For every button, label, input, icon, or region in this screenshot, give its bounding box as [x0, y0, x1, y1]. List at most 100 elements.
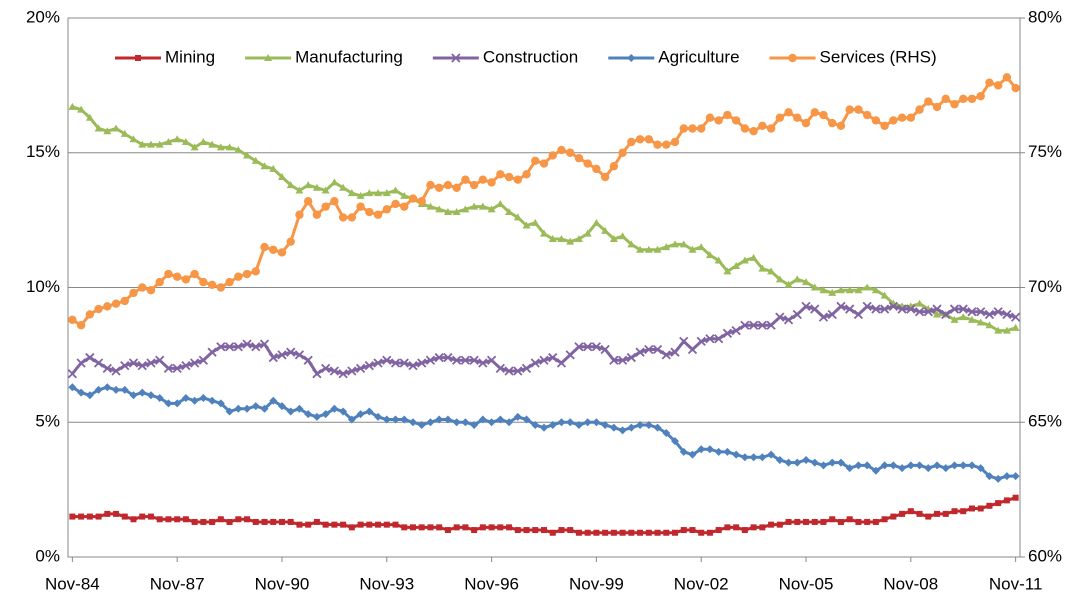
marker [522, 415, 531, 424]
marker [829, 516, 836, 523]
marker [531, 218, 540, 226]
marker [836, 121, 846, 130]
marker [120, 129, 129, 137]
marker [443, 415, 452, 424]
marker [488, 524, 495, 531]
marker [610, 529, 617, 536]
y-tick-label: 0% [35, 546, 60, 565]
marker [932, 304, 942, 314]
marker [355, 363, 366, 373]
marker [190, 143, 199, 151]
marker [766, 320, 776, 330]
marker [216, 342, 226, 352]
marker [479, 524, 486, 531]
marker [208, 396, 217, 405]
marker [828, 458, 837, 467]
marker [391, 415, 400, 424]
legend-label: Services (RHS) [820, 47, 937, 66]
marker [366, 521, 373, 528]
marker [671, 240, 680, 248]
legend-label: Construction [483, 47, 578, 66]
marker [295, 186, 304, 194]
marker [749, 453, 758, 462]
marker [1012, 494, 1019, 501]
marker [758, 453, 767, 462]
marker [775, 275, 784, 283]
marker [312, 210, 322, 219]
marker [748, 320, 759, 330]
marker [85, 352, 95, 363]
marker [880, 461, 889, 470]
marker [138, 140, 147, 148]
marker [329, 366, 340, 376]
marker [173, 135, 182, 143]
marker [303, 355, 313, 365]
marker [871, 466, 880, 475]
marker [575, 529, 582, 536]
marker [635, 135, 645, 144]
marker [373, 210, 383, 219]
marker [68, 102, 77, 110]
marker [426, 202, 435, 210]
series [67, 301, 1021, 379]
marker [705, 251, 714, 259]
marker [103, 127, 112, 135]
marker [486, 355, 497, 365]
marker [1011, 83, 1020, 93]
marker [827, 309, 837, 320]
marker [984, 309, 995, 320]
marker [497, 524, 504, 531]
marker [496, 199, 505, 207]
marker [67, 369, 78, 379]
marker [182, 516, 189, 523]
marker [933, 461, 942, 470]
marker [906, 304, 916, 314]
marker [164, 137, 173, 145]
marker [635, 347, 645, 357]
marker [776, 521, 783, 528]
marker [864, 518, 871, 525]
marker [1002, 326, 1011, 334]
marker [435, 415, 444, 424]
marker [357, 521, 364, 528]
legend-bg [241, 46, 246, 70]
marker [662, 243, 671, 251]
marker [788, 53, 797, 63]
marker [453, 524, 460, 531]
marker [609, 355, 619, 365]
marker [338, 213, 348, 222]
marker [600, 344, 610, 355]
legend-bg [111, 46, 115, 70]
marker [609, 162, 619, 171]
marker [863, 461, 872, 470]
marker [78, 513, 85, 520]
x-tick-label: Nov-11 [989, 574, 1043, 593]
marker [225, 277, 234, 287]
marker [471, 527, 478, 534]
marker [295, 210, 304, 219]
marker [155, 277, 164, 287]
marker [914, 307, 925, 317]
marker [417, 197, 426, 206]
marker [583, 342, 593, 352]
marker [244, 516, 251, 523]
marker [198, 355, 209, 365]
marker [880, 121, 889, 130]
marker [321, 186, 330, 194]
marker [514, 527, 521, 534]
marker [732, 450, 741, 459]
marker [941, 94, 950, 104]
marker [705, 113, 715, 122]
marker [854, 105, 863, 114]
marker [688, 450, 697, 459]
marker [663, 529, 670, 536]
marker [942, 510, 949, 517]
marker [260, 162, 269, 170]
marker [208, 140, 217, 148]
marker [461, 205, 470, 213]
marker [1002, 472, 1011, 481]
marker [375, 521, 382, 528]
marker [567, 527, 574, 534]
marker [652, 344, 663, 355]
